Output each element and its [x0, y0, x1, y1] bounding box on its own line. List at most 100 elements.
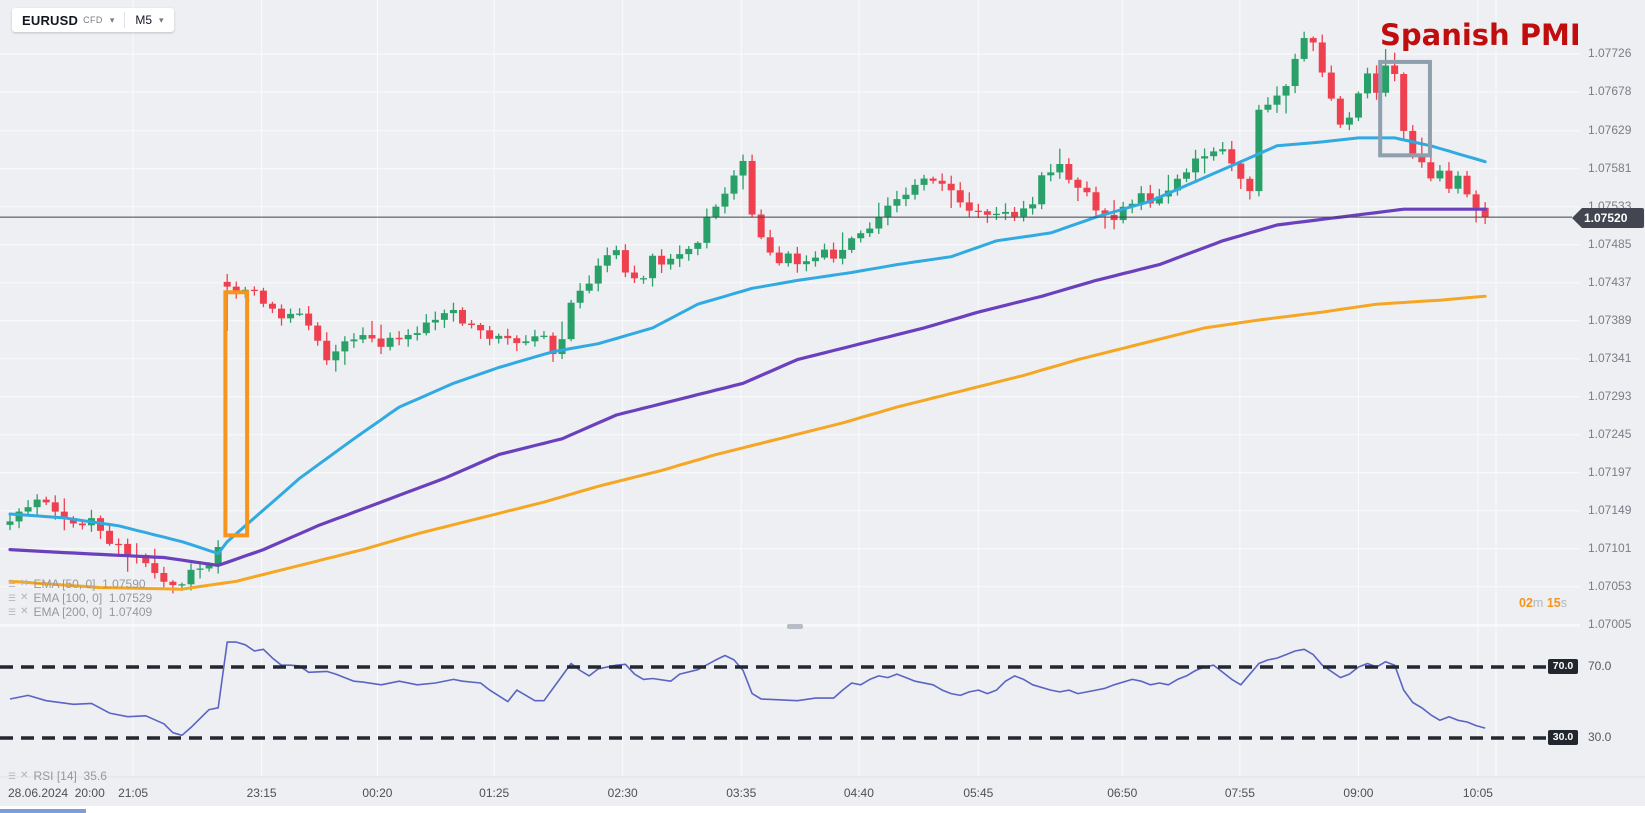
candle-body [848, 238, 856, 250]
candle-body [1101, 210, 1109, 215]
current-price-value: 1.07520 [1582, 208, 1644, 228]
indicator-settings-icon[interactable]: ☰ [8, 606, 17, 617]
candle-body [757, 214, 765, 238]
countdown-minutes: 02 [1519, 596, 1533, 610]
candle-body [549, 335, 557, 355]
indicator-remove-icon[interactable]: ✕ [20, 592, 29, 603]
indicator-remove-icon[interactable]: ✕ [20, 770, 29, 781]
candle-body [33, 499, 41, 508]
candle-body [477, 324, 485, 331]
price-axis-label: 1.07149 [1588, 502, 1632, 517]
ema-legend-row: ☰ ✕ EMA [50, 0] 1.07590 [8, 577, 146, 591]
time-axis-label: 28.06.2024 20:00 [8, 786, 105, 800]
candle-body [449, 309, 457, 314]
price-axis-label: 1.07389 [1588, 312, 1632, 327]
time-axis-label: 06:50 [1107, 786, 1138, 800]
candle-body [404, 334, 412, 340]
gap-highlight-box[interactable] [223, 290, 250, 538]
candle-body [802, 261, 810, 265]
candle-body [830, 249, 838, 259]
indicator-settings-icon[interactable]: ☰ [8, 592, 17, 603]
candle-body [115, 543, 123, 546]
candle-body [1472, 194, 1480, 208]
candle-body [1029, 204, 1037, 209]
candle-body [1137, 193, 1145, 204]
countdown-seconds-unit: s [1560, 596, 1567, 610]
candle-body [1273, 95, 1281, 105]
ema-100-line [8, 207, 1487, 568]
candle-body [513, 338, 521, 344]
candle-body [160, 572, 168, 582]
indicator-remove-icon[interactable]: ✕ [20, 578, 29, 589]
candle-body [1364, 73, 1371, 94]
price-axis-label: 1.07053 [1588, 578, 1632, 593]
toolbar-divider [124, 12, 126, 28]
candle-body [1201, 156, 1209, 159]
candle-body [169, 581, 177, 586]
candle-body [1047, 172, 1055, 176]
indicator-settings-icon[interactable]: ☰ [8, 770, 17, 781]
candle-body [142, 555, 150, 564]
bottom-edge-artifact [0, 809, 86, 813]
candle-body [395, 337, 403, 340]
candle-body [540, 335, 548, 338]
candle-body [576, 290, 584, 303]
ema-legend-row: ☰ ✕ EMA [100, 0] 1.07529 [8, 591, 152, 605]
ema-legend-text: EMA [200, 0] 1.07409 [33, 605, 153, 619]
candle-body [585, 283, 593, 291]
candle-body [368, 335, 376, 339]
candle-body [721, 193, 729, 207]
rsi-overbought-badge: 70.0 [1548, 659, 1578, 674]
candle-body [305, 313, 313, 326]
candle-body [1345, 117, 1353, 125]
candle-body [947, 183, 955, 191]
price-axis-label: 1.07437 [1588, 274, 1632, 289]
candle-body [531, 336, 539, 342]
time-axis-label: 10:05 [1462, 786, 1493, 800]
candle-body [1146, 193, 1154, 204]
candle-body [594, 265, 602, 284]
candle-body [504, 335, 512, 339]
time-axis-label: 23:15 [246, 786, 277, 800]
market-type-label: CFD [83, 15, 103, 25]
pane-resize-handle[interactable] [787, 624, 803, 629]
news-highlight-box[interactable] [1378, 59, 1432, 158]
price-axis-label: 1.07629 [1588, 122, 1632, 137]
candle-body [676, 254, 684, 259]
candle-body [893, 199, 901, 206]
rsi-legend-text: RSI [14] 35.6 [33, 769, 107, 783]
candle-body [884, 205, 892, 218]
time-axis-label: 07:55 [1224, 786, 1255, 800]
candle-body [974, 210, 982, 213]
symbol-switcher[interactable]: EURUSD CFD ▾ [12, 8, 124, 32]
candle-body [938, 180, 946, 184]
bar-countdown-timer: 02m 15s [1519, 596, 1567, 610]
candle-body [821, 249, 828, 258]
candle-body [24, 507, 32, 512]
candle-body [1011, 211, 1019, 217]
candle-body [857, 233, 865, 239]
indicator-settings-icon[interactable]: ☰ [8, 578, 17, 589]
candle-body [875, 217, 883, 229]
candle-body [287, 313, 295, 319]
candle-body [965, 202, 973, 211]
candle-body [1119, 206, 1127, 221]
candle-body [1002, 211, 1009, 214]
interval-switcher[interactable]: M5 ▾ [125, 8, 173, 32]
candle-body [603, 255, 611, 266]
time-axis-label: 04:40 [843, 786, 874, 800]
candle-body [431, 319, 439, 323]
time-axis-label: 00:20 [362, 786, 393, 800]
candle-body [196, 568, 204, 570]
news-annotation-label[interactable]: Spanish PMI [1380, 18, 1581, 52]
candle-body [1092, 192, 1100, 211]
candle-body [929, 178, 937, 181]
candle-body [649, 255, 657, 279]
candle-body [522, 341, 530, 344]
candle-body [1291, 58, 1299, 87]
candle-body [956, 190, 964, 203]
candle-body [1264, 104, 1272, 110]
indicator-remove-icon[interactable]: ✕ [20, 606, 29, 617]
candle-body [15, 511, 23, 522]
